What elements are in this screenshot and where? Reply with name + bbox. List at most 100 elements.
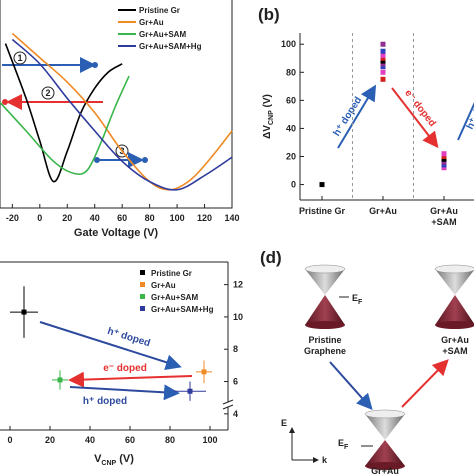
legend-label: Gr+Au+SAM xyxy=(139,30,186,39)
y-tick-label: 8 xyxy=(233,344,238,354)
text-line: +SAM xyxy=(442,346,467,356)
x-tick-label: 120 xyxy=(197,213,212,223)
annotation: h⁺ doped xyxy=(465,87,474,132)
data-point xyxy=(380,64,386,70)
x-tick-label: 20 xyxy=(45,435,55,445)
y-tick-label: 60 xyxy=(286,95,296,105)
legend-label: Gr+Au+SAM+Hg xyxy=(139,42,202,51)
node-label: Pristine Graphene xyxy=(304,335,346,356)
y-tick-label: 80 xyxy=(286,67,296,77)
y-axis-label: ΔV xyxy=(262,125,273,139)
dirac-cone xyxy=(434,264,474,329)
data-point xyxy=(380,69,386,75)
legend-swatch xyxy=(140,294,145,299)
data-point xyxy=(441,165,447,171)
dirac-cone xyxy=(304,264,349,329)
x-axis-label: CNP xyxy=(101,460,116,467)
y-tick-label: 40 xyxy=(286,123,296,133)
x-tick-label: 60 xyxy=(117,213,127,223)
annotation-arrows xyxy=(337,84,474,149)
x-tick-label: Pristine Gr xyxy=(299,206,346,216)
data-point xyxy=(441,159,447,165)
plot-frame xyxy=(0,0,233,209)
x-tick-label: 80 xyxy=(145,213,155,223)
y-tick-label: 20 xyxy=(286,151,296,161)
series-line xyxy=(11,38,233,191)
x-tick-label: 80 xyxy=(165,435,175,445)
y-tick-label: 6 xyxy=(233,377,238,387)
y-axis-label: ΔVCNP (V) xyxy=(262,94,275,139)
x-tick-label: 140 xyxy=(224,213,239,223)
text-line: Graphene xyxy=(304,346,346,356)
legend-label: Gr+Au xyxy=(151,281,176,290)
data-point xyxy=(380,76,386,82)
data-point xyxy=(441,153,447,159)
x-axis-label: V xyxy=(94,453,102,465)
x-tick-label: 0 xyxy=(37,213,42,223)
panel-label: (b) xyxy=(258,5,280,24)
y-tick-label: 12 xyxy=(233,280,243,290)
axis-label: k xyxy=(322,455,328,465)
axis-break xyxy=(223,402,233,407)
panel-label: (d) xyxy=(260,248,282,267)
x-tick-label: 0 xyxy=(7,435,12,445)
data-point xyxy=(380,58,386,64)
data-point xyxy=(201,369,207,375)
legend-swatch xyxy=(140,282,145,287)
y-tick-label: 0 xyxy=(291,180,296,190)
fermi-label: EF xyxy=(338,438,349,451)
x-tick-label: Gr+Au xyxy=(369,206,397,216)
y-axis-label: CNP xyxy=(268,110,275,125)
node-label: Gr+Au xyxy=(371,466,399,474)
data-point xyxy=(380,52,386,58)
annotation: 2 xyxy=(45,88,50,98)
data-point xyxy=(57,377,63,383)
x-tick-label: 100 xyxy=(170,213,185,223)
text-line: Gr+Au xyxy=(430,206,458,216)
data-point xyxy=(319,182,325,188)
y-tick-label: 10 xyxy=(233,312,243,322)
text-line: Gr+Au xyxy=(441,335,469,345)
y-tick-label: 100 xyxy=(281,39,296,49)
text-line: Pristine xyxy=(308,335,341,345)
annotation: h⁺ doped xyxy=(83,396,127,407)
legend-label: Gr+Au+SAM+Hg xyxy=(151,305,214,314)
x-tick-label: 40 xyxy=(90,213,100,223)
x-tick-label: 100 xyxy=(202,435,217,445)
legend-label: Gr+Au+SAM xyxy=(151,293,198,302)
data-point xyxy=(380,48,386,54)
annotation-arrows xyxy=(2,51,148,168)
annotation: e⁻ doped xyxy=(103,363,147,374)
axis-label: E xyxy=(281,418,287,428)
legend-label: Pristine Gr xyxy=(151,269,192,278)
data-point xyxy=(441,162,447,168)
y-tick-label: 4 xyxy=(233,409,238,419)
data-point xyxy=(21,309,27,315)
data-point xyxy=(441,151,447,157)
axis-break xyxy=(222,399,234,410)
legend-swatch xyxy=(140,306,145,311)
fermi-label: E xyxy=(352,293,358,303)
data-point xyxy=(187,388,193,394)
data-point xyxy=(380,41,386,47)
data-point xyxy=(380,61,386,67)
series-line xyxy=(4,43,123,183)
fermi-label: E xyxy=(338,438,344,448)
x-tick-label: 20 xyxy=(62,213,72,223)
legend-swatch xyxy=(140,270,145,275)
dirac-cone xyxy=(361,409,406,470)
text-line: +SAM xyxy=(431,217,456,227)
fermi-label: EF xyxy=(352,293,363,306)
annotation-arrows xyxy=(39,321,193,401)
x-tick-label: -20 xyxy=(6,213,19,223)
diagram-arrows xyxy=(289,359,449,463)
x-tick-label: 60 xyxy=(125,435,135,445)
x-axis-label: VCNP (V) xyxy=(94,453,134,467)
node-label: Gr+Au +SAM xyxy=(441,335,469,356)
series-line xyxy=(0,75,130,176)
data-point xyxy=(441,156,447,162)
x-tick-label: 40 xyxy=(85,435,95,445)
x-axis-label: Gate Voltage (V) xyxy=(74,227,158,239)
legend-label: Pristine Gr xyxy=(139,6,180,15)
x-axis-label: (V) xyxy=(116,453,134,465)
